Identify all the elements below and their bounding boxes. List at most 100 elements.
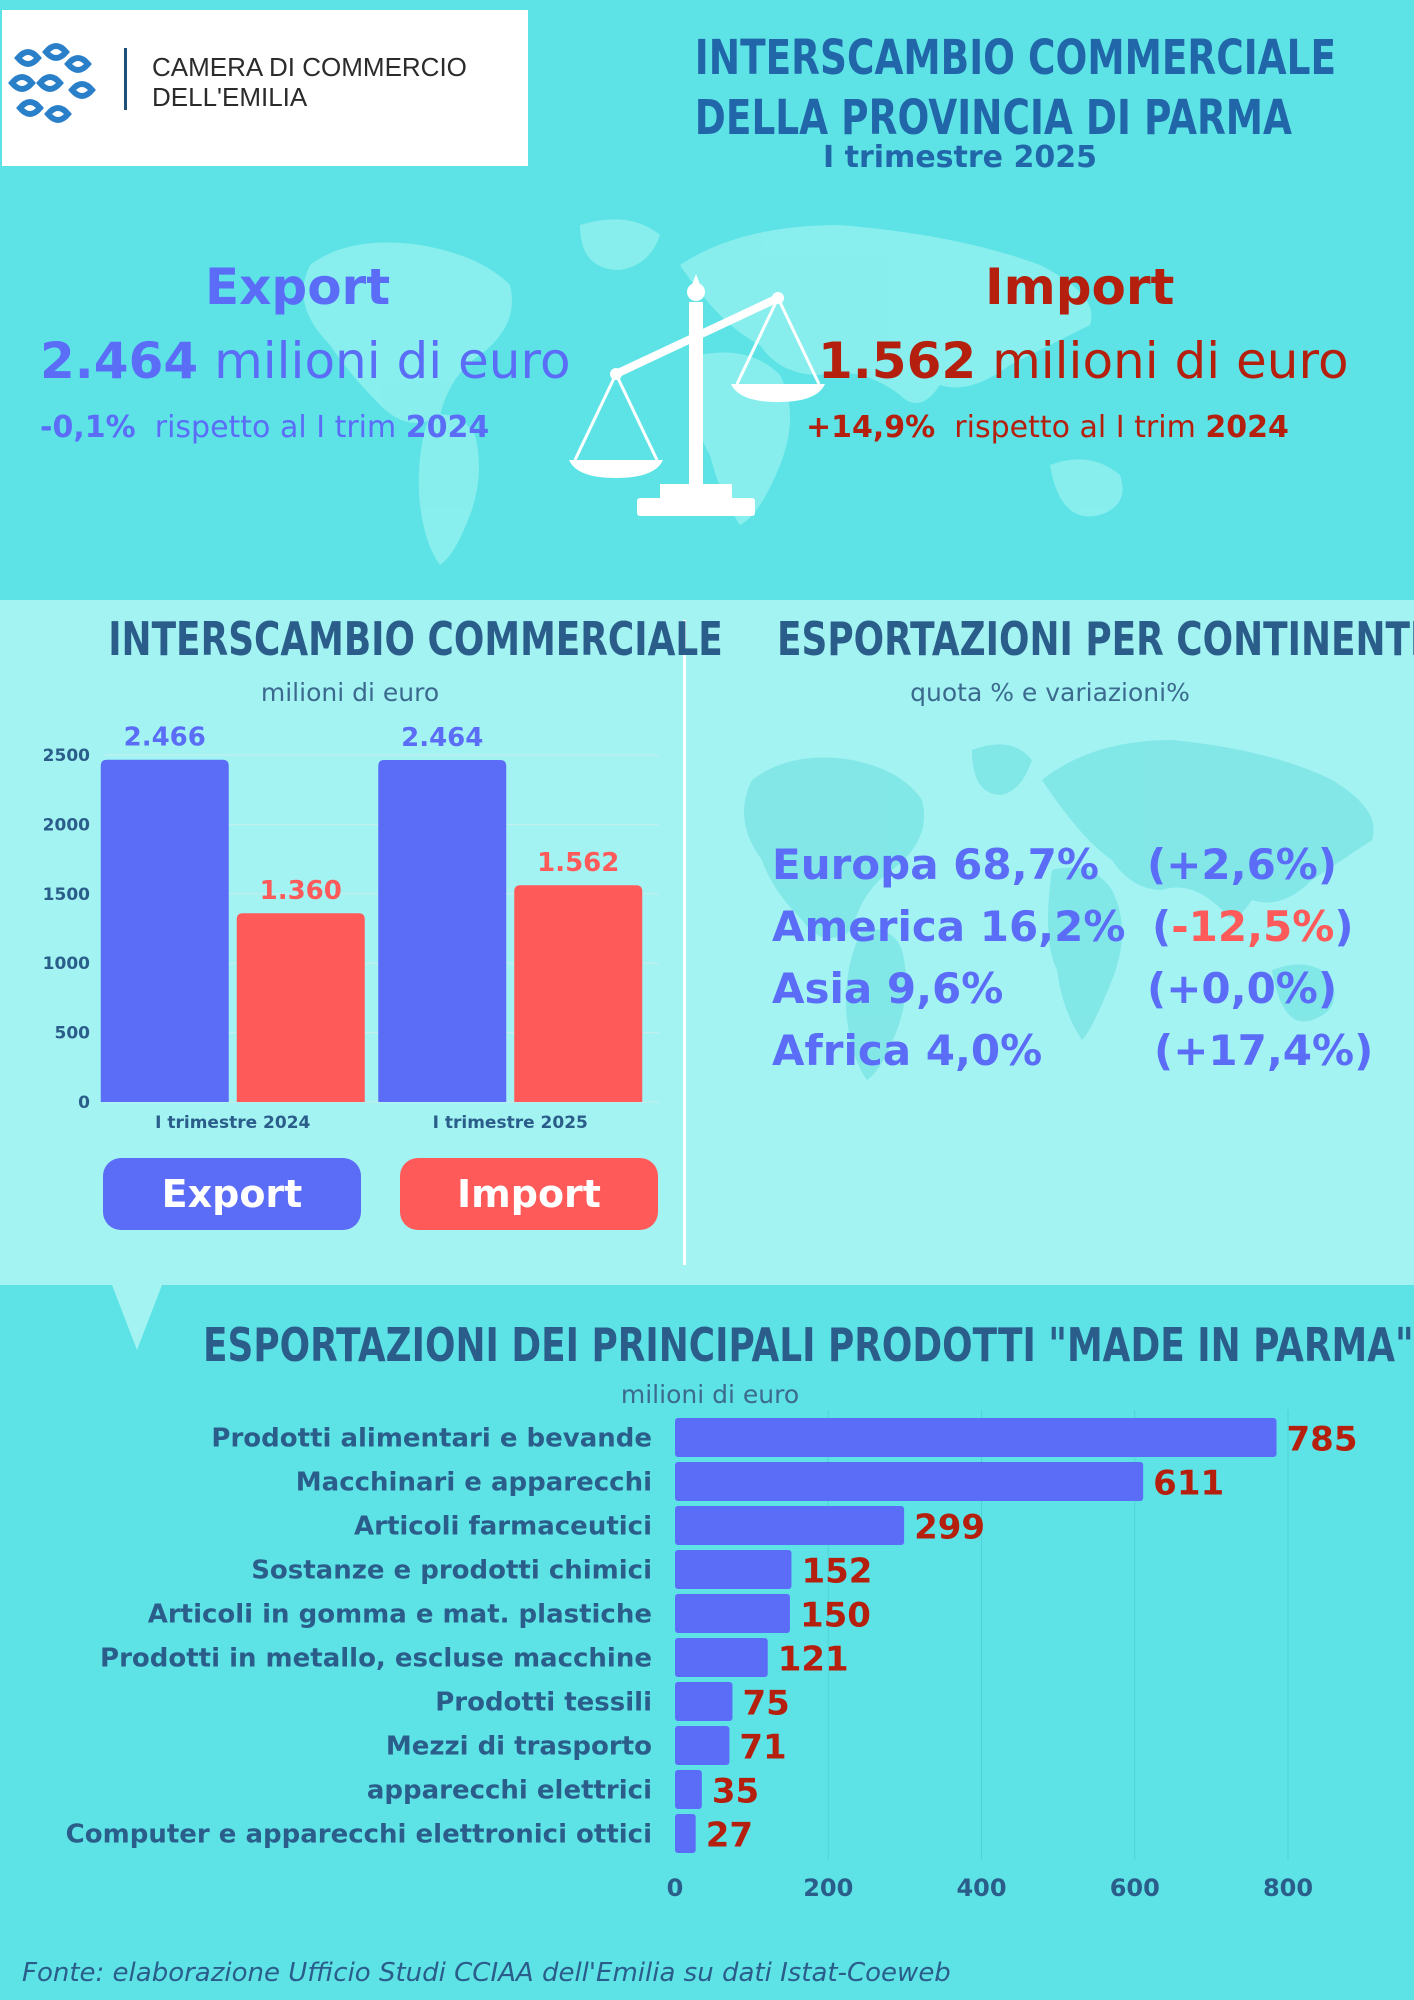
continent-change: (-12,5%) [1152,902,1354,951]
logo-box: CAMERA DI COMMERCIO DELL'EMILIA [2,10,528,166]
product-value-label: 785 [1287,1420,1358,1460]
y-tick-label: 1000 [43,954,90,974]
continent-row-europa: Europa 68,7% (+2,6%) [772,840,1392,900]
product-value-label: 27 [706,1816,753,1856]
product-value-label: 150 [800,1596,871,1636]
export-unit: milioni di euro [214,332,571,390]
x-tick-label: 600 [1110,1874,1160,1902]
product-value-label: 35 [712,1772,759,1812]
logo-text: CAMERA DI COMMERCIO DELL'EMILIA [152,52,467,112]
import-change-line: +14,9% rispetto al I trim 2024 [806,410,1289,445]
product-label: Articoli farmaceutici [354,1512,652,1542]
product-bar [675,1506,905,1545]
product-label: Mezzi di trasporto [386,1732,652,1762]
bar-import [236,913,365,1102]
speech-notch [112,1285,162,1350]
continent-name: Asia 9,6% [772,964,1004,1013]
product-label: Sostanze e prodotti chimici [251,1556,652,1586]
continent-row-america: America 16,2% (-12,5%) [772,902,1392,962]
continent-change: (+2,6%) [1147,840,1338,889]
import-title: Import [985,258,1175,316]
import-year: 2024 [1205,410,1289,445]
world-map-icon [303,219,1123,565]
source-footer: Fonte: elaborazione Ufficio Studi CCIAA … [22,1958,951,1988]
product-label: Macchinari e apparecchi [296,1468,652,1498]
import-unit: milioni di euro [992,332,1349,390]
continent-change: (+17,4%) [1154,1026,1374,1075]
continent-row-africa: Africa 4,0% (+17,4%) [772,1026,1392,1086]
export-change: -0,1% [40,410,136,445]
x-tick-label: I trimestre 2024 [155,1113,310,1133]
export-value-line: 2.464 milioni di euro [40,332,571,390]
products-title: ESPORTAZIONI DEI PRINCIPALI PRODOTTI "MA… [203,1318,1414,1372]
panel-divider [683,620,686,1265]
product-bar [675,1726,730,1765]
product-bar [675,1770,702,1809]
balance-scale-icon [569,274,825,516]
chamber-logo-icon [8,43,96,123]
bar-value-label: 2.466 [124,723,206,753]
bar-export [378,759,507,1102]
x-tick-label: 800 [1263,1874,1313,1902]
y-tick-label: 2500 [43,746,90,766]
product-value-label: 121 [778,1640,849,1680]
world-map-icon [744,740,1374,1080]
continent-name: Europa 68,7% [772,840,1099,889]
legend-import: Import [400,1158,658,1230]
import-change-text: rispetto al I trim [954,410,1196,445]
export-change-text: rispetto al I trim [154,410,397,445]
product-value-label: 71 [739,1728,786,1768]
export-title: Export [205,258,391,316]
page-subtitle: I trimestre 2025 [823,140,1097,175]
product-label: Prodotti in metallo, escluse macchine [100,1644,652,1674]
product-value-label: 152 [801,1552,872,1592]
product-value-label: 75 [742,1684,789,1724]
bar-value-label: 1.360 [260,876,342,906]
products-subtitle: milioni di euro [620,1380,800,1409]
import-value: 1.562 [818,332,977,390]
import-change: +14,9% [806,410,936,445]
bar-import [514,885,643,1102]
x-tick-label: 400 [956,1874,1006,1902]
product-value-label: 299 [914,1508,985,1548]
product-label: Articoli in gomma e mat. plastiche [148,1600,652,1630]
product-bar [675,1814,696,1853]
continents-title: ESPORTAZIONI PER CONTINENTE [777,612,1414,666]
logo-divider [124,48,127,110]
product-bar [675,1638,768,1677]
product-bar [675,1462,1144,1501]
product-bar [675,1682,733,1721]
product-bar [675,1594,790,1633]
continents-subtitle: quota % e variazioni% [910,678,1190,707]
logo-line-2: DELL'EMILIA [152,82,308,112]
import-value-line: 1.562 milioni di euro [818,332,1349,390]
y-tick-label: 0 [78,1093,90,1113]
export-value: 2.464 [40,332,199,390]
product-label: apparecchi elettrici [367,1776,652,1806]
interscambio-subtitle: milioni di euro [260,678,440,707]
x-tick-label: 200 [803,1874,853,1902]
y-tick-label: 1500 [43,885,90,905]
continent-name: Africa 4,0% [772,1026,1043,1075]
page-title: INTERSCAMBIO COMMERCIALE DELLA PROVINCIA… [694,28,1337,148]
product-value-label: 611 [1153,1464,1224,1504]
product-bar [675,1418,1277,1457]
continent-name: America 16,2% [772,902,1126,951]
continent-change: (+0,0%) [1147,964,1338,1013]
bar-value-label: 1.562 [537,848,619,878]
x-tick-label: I trimestre 2025 [433,1113,588,1133]
interscambio-title: INTERSCAMBIO COMMERCIALE [108,612,723,666]
product-label: Computer e apparecchi elettronici ottici [66,1820,652,1850]
bar-export [100,759,229,1102]
y-tick-label: 500 [55,1024,91,1044]
continent-row-asia: Asia 9,6% (+0,0%) [772,964,1392,1024]
legend-export: Export [103,1158,361,1230]
product-label: Prodotti alimentari e bevande [211,1424,652,1454]
title-line-1: INTERSCAMBIO COMMERCIALE [694,30,1337,86]
product-label: Prodotti tessili [435,1688,652,1718]
export-year: 2024 [405,410,490,445]
y-tick-label: 2000 [43,815,90,835]
product-bar [675,1550,792,1589]
products-bar-chart: 0 200 400 600 800 Prodotti alimentari e bevan… [66,1410,1358,1902]
x-tick-label: 0 [667,1874,684,1902]
